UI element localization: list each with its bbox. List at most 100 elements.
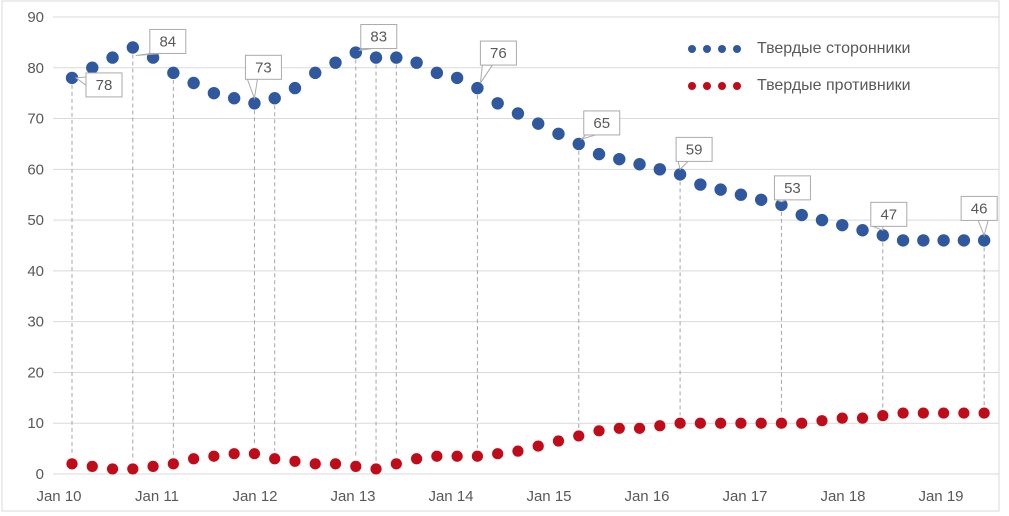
callout-box — [149, 28, 187, 54]
callout-tail — [580, 134, 596, 140]
legend-item-supporters: Твердые сторонники — [688, 40, 911, 58]
callout-tail — [74, 76, 88, 87]
data-point-opponents — [836, 412, 848, 424]
data-point-supporters — [430, 66, 444, 80]
data-point-supporters — [653, 163, 667, 176]
x-tick-label: Jan 17 — [722, 488, 767, 505]
data-point-supporters — [876, 229, 889, 242]
legend: Твердые сторонники Твердые противники — [688, 40, 911, 114]
data-point-opponents — [471, 450, 483, 462]
callout-box — [773, 175, 811, 201]
data-point-supporters — [734, 188, 748, 201]
data-point-supporters — [836, 218, 849, 232]
data-point-opponents — [228, 448, 240, 460]
callout-label: 47 — [880, 206, 897, 223]
y-tick-label: 90 — [27, 9, 44, 26]
y-tick-label: 0 — [36, 466, 44, 483]
callout-tail — [872, 225, 884, 232]
y-tick-label: 70 — [27, 111, 44, 128]
data-point-supporters — [754, 193, 768, 206]
data-point-opponents — [735, 417, 747, 429]
data-point-opponents — [633, 422, 646, 434]
callout-label: 84 — [159, 33, 176, 50]
data-point-supporters — [471, 81, 484, 95]
x-tick-label: Jan 16 — [624, 488, 669, 505]
data-point-supporters — [613, 152, 626, 166]
legend-marker-supporters-dots — [688, 45, 748, 53]
callout-label: 46 — [971, 200, 988, 217]
data-point-opponents — [715, 417, 727, 429]
data-point-opponents — [167, 458, 179, 470]
data-point-opponents — [248, 448, 261, 460]
data-point-supporters — [248, 97, 261, 110]
data-point-supporters — [207, 86, 221, 100]
legend-label-supporters: Твердые сторонники — [757, 40, 911, 57]
data-point-opponents — [269, 453, 281, 465]
data-point-opponents — [796, 417, 808, 429]
x-tick-label: Jan 19 — [918, 488, 963, 505]
data-point-supporters — [511, 107, 525, 120]
data-point-supporters — [633, 158, 646, 171]
data-point-opponents — [370, 463, 382, 475]
data-point-supporters — [167, 66, 180, 80]
data-point-supporters — [329, 56, 342, 69]
data-point-opponents — [573, 430, 585, 442]
data-point-opponents — [329, 458, 342, 470]
data-point-supporters — [187, 76, 200, 90]
y-tick-label: 50 — [27, 212, 44, 229]
callout-box — [360, 24, 398, 50]
data-point-opponents — [289, 455, 301, 467]
data-point-supporters — [937, 234, 950, 247]
callout-box — [85, 72, 123, 98]
data-point-supporters — [491, 97, 504, 110]
data-point-supporters — [86, 61, 99, 74]
data-point-supporters — [410, 56, 423, 69]
data-point-supporters — [694, 178, 707, 191]
data-point-opponents — [127, 463, 139, 475]
data-point-opponents — [66, 458, 78, 470]
data-point-supporters — [369, 51, 383, 64]
data-point-opponents — [775, 417, 788, 429]
callout-label: 78 — [96, 77, 113, 94]
data-point-supporters — [227, 92, 241, 105]
data-point-opponents — [978, 407, 990, 419]
callout-label: 83 — [370, 29, 387, 46]
callout-label: 65 — [593, 115, 610, 132]
data-point-opponents — [512, 445, 524, 457]
data-point-supporters — [795, 208, 808, 222]
data-point-opponents — [410, 453, 423, 465]
data-point-supporters — [532, 117, 545, 130]
data-point-opponents — [208, 450, 220, 462]
x-tick-label: Jan 14 — [428, 488, 473, 505]
callout-label: 76 — [490, 45, 507, 62]
callout-label: 59 — [686, 141, 703, 158]
callout-box — [583, 110, 621, 136]
data-point-supporters — [390, 51, 403, 64]
data-point-opponents — [390, 458, 402, 470]
data-point-opponents — [674, 417, 686, 429]
callout-box — [479, 40, 517, 66]
data-point-supporters — [349, 46, 362, 59]
callout-tail — [977, 219, 989, 237]
data-point-supporters — [592, 147, 606, 161]
data-point-opponents — [350, 460, 362, 472]
legend-item-opponents: Твердые противники — [688, 77, 911, 95]
callout-box — [244, 54, 282, 80]
callout-label: 73 — [255, 59, 272, 76]
data-point-opponents — [532, 440, 544, 452]
callout-box — [675, 136, 713, 162]
data-point-supporters — [775, 198, 788, 212]
data-point-opponents — [431, 450, 443, 462]
x-tick-label: Jan 10 — [36, 488, 81, 505]
data-point-opponents — [755, 417, 767, 429]
data-point-opponents — [552, 435, 565, 447]
data-point-supporters — [714, 183, 727, 196]
data-point-supporters — [572, 137, 585, 151]
data-point-supporters — [815, 213, 829, 227]
data-point-opponents — [147, 460, 159, 472]
data-point-supporters — [673, 168, 687, 181]
data-point-supporters — [896, 234, 910, 247]
